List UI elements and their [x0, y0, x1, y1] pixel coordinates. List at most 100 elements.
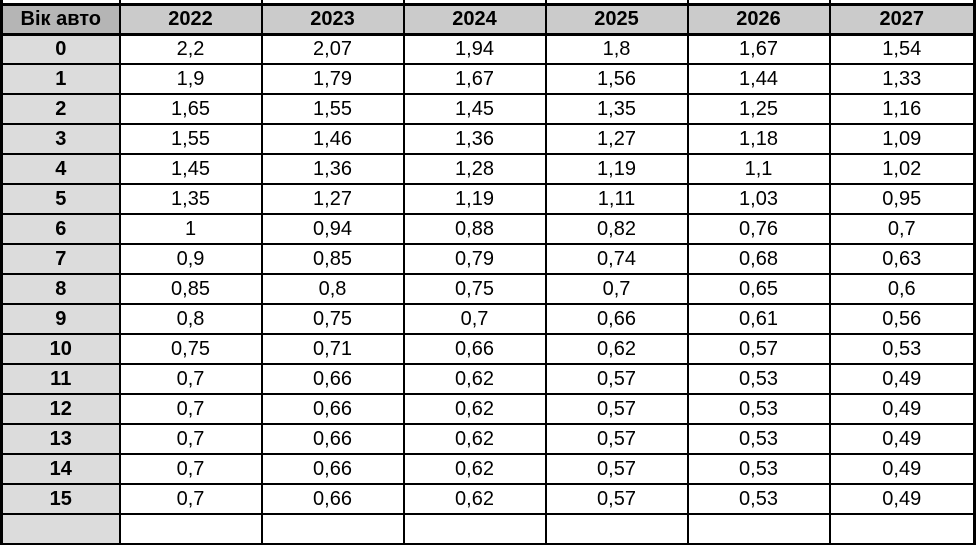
value-cell	[402, 513, 547, 545]
value-cell: 0,7	[544, 273, 689, 305]
cropped-top-row	[0, 0, 976, 5]
age-cell: 5	[0, 183, 121, 215]
spacer-cell	[686, 0, 831, 5]
value-cell: 0,95	[828, 183, 976, 215]
spacer-cell	[402, 0, 547, 5]
value-cell: 0,66	[402, 333, 547, 365]
value-cell: 1,8	[544, 33, 689, 65]
age-cell: 4	[0, 153, 121, 185]
table-row: 4 1,45 1,36 1,28 1,19 1,1 1,02	[0, 153, 976, 185]
value-cell: 1,35	[544, 93, 689, 125]
value-cell: 1,45	[402, 93, 547, 125]
value-cell: 1,02	[828, 153, 976, 185]
value-cell: 0,53	[686, 483, 831, 515]
value-cell: 0,53	[686, 453, 831, 485]
value-cell: 1,27	[544, 123, 689, 155]
value-cell: 0,66	[260, 393, 405, 425]
value-cell: 1,28	[402, 153, 547, 185]
value-cell: 0,57	[544, 423, 689, 455]
value-cell: 0,7	[118, 453, 263, 485]
value-cell: 1,36	[260, 153, 405, 185]
value-cell: 1,16	[828, 93, 976, 125]
age-cell: 1	[0, 63, 121, 95]
spacer-cell	[828, 0, 976, 5]
value-cell: 0,56	[828, 303, 976, 335]
value-cell: 0,62	[544, 333, 689, 365]
value-cell: 0,61	[686, 303, 831, 335]
value-cell: 0,9	[118, 243, 263, 275]
age-cell: 0	[0, 33, 121, 65]
value-cell: 0,57	[544, 393, 689, 425]
table-row: 1 1,9 1,79 1,67 1,56 1,44 1,33	[0, 63, 976, 95]
age-column-header: Вік авто	[0, 2, 121, 36]
value-cell: 0,66	[260, 363, 405, 395]
value-cell: 0,7	[828, 213, 976, 245]
year-column-header: 2023	[260, 2, 405, 36]
value-cell: 1,18	[686, 123, 831, 155]
age-cell	[0, 513, 121, 545]
value-cell: 0,7	[118, 363, 263, 395]
value-cell: 1,67	[686, 33, 831, 65]
value-cell	[260, 513, 405, 545]
value-cell: 0,75	[260, 303, 405, 335]
value-cell: 1	[118, 213, 263, 245]
value-cell	[544, 513, 689, 545]
value-cell: 0,65	[686, 273, 831, 305]
table-row: 15 0,7 0,66 0,62 0,57 0,53 0,49	[0, 483, 976, 515]
value-cell: 1,19	[544, 153, 689, 185]
spacer-cell	[118, 0, 263, 5]
value-cell: 0,66	[260, 483, 405, 515]
value-cell: 0,6	[828, 273, 976, 305]
value-cell: 1,09	[828, 123, 976, 155]
value-cell: 1,35	[118, 183, 263, 215]
age-cell: 11	[0, 363, 121, 395]
value-cell: 1,11	[544, 183, 689, 215]
value-cell: 0,49	[828, 363, 976, 395]
value-cell: 0,62	[402, 393, 547, 425]
value-cell: 1,19	[402, 183, 547, 215]
value-cell: 1,54	[828, 33, 976, 65]
age-cell: 13	[0, 423, 121, 455]
age-cell: 12	[0, 393, 121, 425]
value-cell: 0,8	[260, 273, 405, 305]
value-cell: 0,57	[544, 453, 689, 485]
value-cell: 0,76	[686, 213, 831, 245]
value-cell: 0,49	[828, 453, 976, 485]
value-cell: 0,63	[828, 243, 976, 275]
value-cell: 0,53	[686, 363, 831, 395]
value-cell: 2,2	[118, 33, 263, 65]
table-row: 11 0,7 0,66 0,62 0,57 0,53 0,49	[0, 363, 976, 395]
value-cell: 1,56	[544, 63, 689, 95]
value-cell: 0,53	[686, 393, 831, 425]
table-row: 3 1,55 1,46 1,36 1,27 1,18 1,09	[0, 123, 976, 155]
year-column-header: 2022	[118, 2, 263, 36]
value-cell: 1,03	[686, 183, 831, 215]
car-age-coefficient-table: Вік авто 2022 2023 2024 2025 2026 2027 0…	[0, 0, 976, 545]
value-cell: 1,9	[118, 63, 263, 95]
table-row: 14 0,7 0,66 0,62 0,57 0,53 0,49	[0, 453, 976, 485]
value-cell: 0,8	[118, 303, 263, 335]
cropped-bottom-row	[0, 513, 976, 545]
table-row: 7 0,9 0,85 0,79 0,74 0,68 0,63	[0, 243, 976, 275]
value-cell	[686, 513, 831, 545]
age-cell: 2	[0, 93, 121, 125]
table-row: 10 0,75 0,71 0,66 0,62 0,57 0,53	[0, 333, 976, 365]
value-cell: 0,53	[828, 333, 976, 365]
table-row: 9 0,8 0,75 0,7 0,66 0,61 0,56	[0, 303, 976, 335]
value-cell: 0,62	[402, 483, 547, 515]
value-cell: 0,53	[686, 423, 831, 455]
spacer-cell	[544, 0, 689, 5]
value-cell: 1,36	[402, 123, 547, 155]
value-cell: 0,88	[402, 213, 547, 245]
value-cell: 0,85	[118, 273, 263, 305]
spacer-cell	[260, 0, 405, 5]
value-cell: 1,67	[402, 63, 547, 95]
value-cell: 1,25	[686, 93, 831, 125]
table-row: 0 2,2 2,07 1,94 1,8 1,67 1,54	[0, 33, 976, 65]
value-cell: 0,66	[260, 453, 405, 485]
value-cell: 0,62	[402, 453, 547, 485]
spacer-cell	[0, 0, 121, 5]
table-header-row: Вік авто 2022 2023 2024 2025 2026 2027	[0, 2, 976, 36]
age-cell: 7	[0, 243, 121, 275]
